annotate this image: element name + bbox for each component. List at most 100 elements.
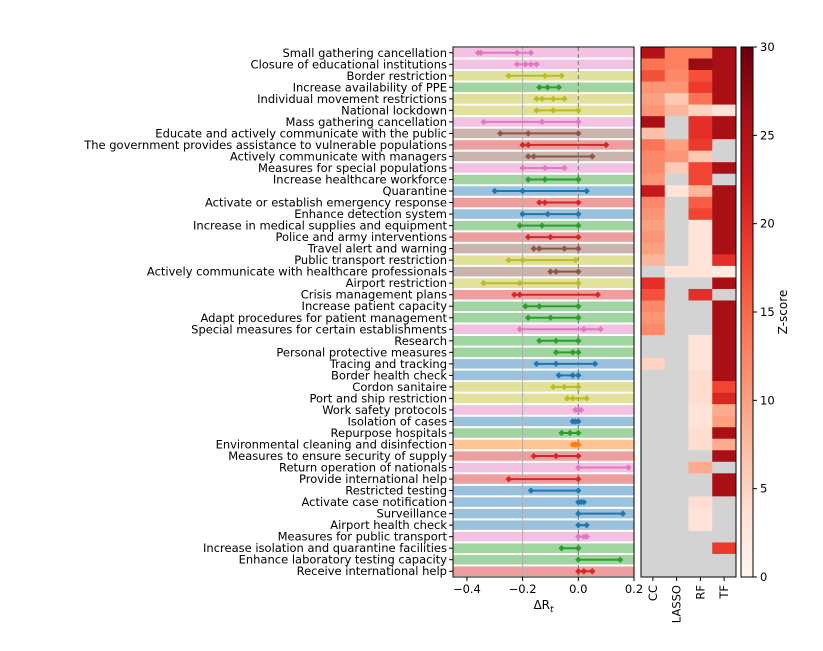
heatmap-cell [712, 542, 737, 555]
interval-marker [575, 521, 582, 529]
heatmap-cell [712, 300, 737, 313]
category-label: Measures for public transport [278, 530, 448, 544]
heatmap-cell [688, 242, 713, 255]
interval-marker [583, 521, 590, 529]
row-band [453, 59, 634, 70]
interval-marker [480, 279, 487, 287]
heatmap-cell [664, 173, 689, 186]
x-axis-label: ΔRt [533, 598, 554, 615]
heatmap-cell [688, 104, 713, 117]
heatmap-cell [641, 438, 666, 451]
category-label: Educate and actively communicate with th… [155, 126, 447, 140]
category-label: Isolation of cases [347, 414, 447, 428]
interval-marker [555, 84, 563, 91]
heatmap-cell [688, 162, 713, 175]
interval-marker [589, 568, 596, 575]
heatmap-cell [641, 219, 666, 232]
heatmap-cell [712, 196, 737, 209]
interval-marker [552, 268, 560, 275]
heatmap-cell [688, 150, 713, 163]
heatmap-cell [688, 392, 713, 405]
interval-marker [577, 406, 585, 414]
heatmap-cell [712, 127, 737, 140]
colorbar-tick-label: 15 [760, 305, 775, 319]
heatmap-cell [712, 93, 737, 105]
interval-marker [575, 130, 582, 137]
row-band [453, 462, 634, 473]
heatmap-cell [664, 369, 689, 382]
interval-marker [516, 222, 524, 229]
heatmap-cell [712, 47, 737, 59]
heatmap-cell [688, 565, 713, 578]
heatmap-cell [712, 208, 737, 221]
interval-marker [516, 279, 524, 287]
interval-marker [575, 337, 582, 345]
category-label: Increase patient capacity [302, 299, 448, 313]
heatmap-cell [688, 404, 713, 416]
heatmap-cell [641, 127, 666, 140]
row-band [453, 520, 634, 530]
heatmap-cell [664, 139, 689, 151]
heatmap-cell [688, 173, 713, 186]
interval-marker [505, 256, 512, 264]
interval-marker [575, 314, 582, 321]
colorbar-tick-label: 25 [760, 128, 775, 142]
row-band [453, 370, 634, 381]
interval-marker [569, 349, 576, 356]
interval-marker [536, 84, 543, 91]
interval-marker [575, 372, 582, 379]
interval-marker [524, 176, 532, 183]
interval-marker [519, 256, 526, 264]
interval-marker [550, 383, 557, 391]
heatmap-cell [712, 231, 737, 244]
interval-marker [552, 337, 560, 345]
interval-marker [561, 95, 568, 103]
heatmap-cell [641, 519, 666, 532]
heatmap-cell [641, 335, 666, 347]
heatmap-cell [712, 254, 737, 267]
heatmap-cell [641, 450, 666, 463]
heatmap-cell [688, 323, 713, 336]
heatmap-cell [664, 496, 689, 509]
category-label: Police and army interventions [275, 230, 447, 244]
heatmap-cell [712, 185, 737, 198]
heatmap-cell [641, 484, 666, 497]
colorbar-tick-label: 30 [760, 40, 775, 54]
category-label: Receive international help [297, 564, 447, 578]
heatmap-cell [641, 173, 666, 186]
interval-marker [516, 291, 524, 298]
heatmap-cell [712, 461, 737, 474]
category-label: Return operation of nationals [279, 461, 447, 475]
interval-marker [547, 233, 554, 241]
heatmap-cell [688, 369, 713, 382]
category-label: Provide international help [299, 472, 447, 486]
heatmap-cell [712, 116, 737, 128]
row-band [453, 382, 634, 392]
interval-marker [524, 153, 532, 160]
category-label: Repurpose hospitals [331, 426, 447, 440]
heatmap-cell [712, 58, 737, 71]
heatmap-cell [641, 427, 666, 440]
row-band [453, 428, 634, 438]
heatmap-cell [641, 196, 666, 209]
heatmap-cell [688, 288, 713, 301]
heatmap-cell [712, 335, 737, 347]
category-label: Increase healthcare workforce [273, 173, 447, 187]
interval-marker [594, 291, 601, 298]
category-label: Travel alert and warning [307, 242, 447, 256]
heatmap-cell [712, 369, 737, 382]
heatmap-cell [664, 47, 689, 59]
interval-marker [552, 349, 560, 356]
heatmap-cell [688, 277, 713, 290]
category-label: Small gathering cancellation [282, 46, 447, 60]
heatmap-cell [641, 58, 666, 71]
interval-marker [575, 349, 582, 356]
heatmap-cell [664, 427, 689, 440]
heatmap-cell [688, 254, 713, 267]
interval-marker [550, 95, 557, 103]
heatmap-cell [664, 162, 689, 175]
interval-marker [536, 199, 543, 206]
row-band [453, 543, 634, 553]
interval-marker [591, 360, 599, 368]
